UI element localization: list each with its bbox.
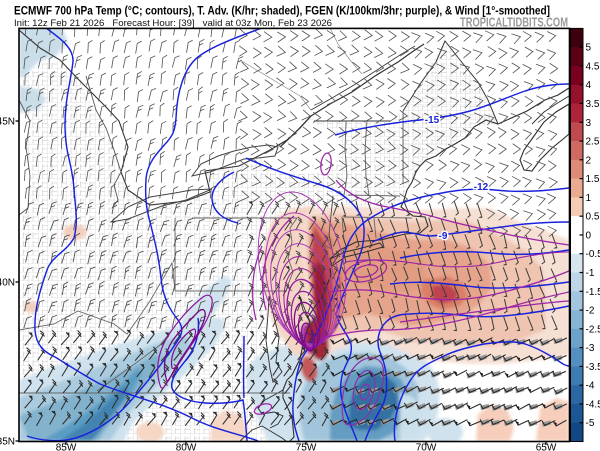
svg-text:-3.5: -3.5 <box>586 362 600 373</box>
svg-text:1.5: 1.5 <box>586 174 600 185</box>
svg-text:40N: 40N <box>0 278 15 289</box>
svg-text:1: 1 <box>586 193 592 204</box>
svg-text:70W: 70W <box>416 443 437 451</box>
svg-text:-4.5: -4.5 <box>586 399 600 410</box>
svg-text:-5: -5 <box>586 418 595 429</box>
svg-text:45N: 45N <box>0 117 15 128</box>
svg-text:75W: 75W <box>296 443 317 451</box>
svg-text:-9: -9 <box>439 231 448 242</box>
svg-text:35N: 35N <box>0 437 15 448</box>
svg-text:-1.5: -1.5 <box>586 287 600 298</box>
svg-text:65W: 65W <box>536 443 557 451</box>
svg-text:4: 4 <box>586 80 592 91</box>
svg-text:-4: -4 <box>586 381 595 392</box>
svg-text:-1: -1 <box>586 268 595 279</box>
svg-text:-12: -12 <box>474 182 489 193</box>
svg-text:-3: -3 <box>586 343 595 354</box>
svg-text:3: 3 <box>586 118 592 129</box>
svg-text:-0.5: -0.5 <box>586 249 600 260</box>
svg-text:TROPICALTIDBITS.COM: TROPICALTIDBITS.COM <box>460 16 568 30</box>
svg-text:0: 0 <box>586 231 592 242</box>
svg-text:4.5: 4.5 <box>586 62 600 73</box>
svg-text:-15: -15 <box>425 115 440 126</box>
svg-text:-2: -2 <box>586 306 595 317</box>
svg-text:80W: 80W <box>176 443 197 451</box>
svg-text:5: 5 <box>586 43 592 54</box>
svg-text:Init: 12z Feb 21 2026 Foreca: Init: 12z Feb 21 2026 Forecast Hour: [39… <box>14 18 332 29</box>
svg-text:85W: 85W <box>56 443 77 451</box>
svg-text:0.5: 0.5 <box>586 212 600 223</box>
svg-text:2: 2 <box>586 155 592 166</box>
svg-text:3.5: 3.5 <box>586 99 600 110</box>
svg-text:ECMWF 700 hPa Temp (°C; contou: ECMWF 700 hPa Temp (°C; contours), T. Ad… <box>14 6 550 18</box>
svg-text:2.5: 2.5 <box>586 137 600 148</box>
svg-text:-2.5: -2.5 <box>586 324 600 335</box>
